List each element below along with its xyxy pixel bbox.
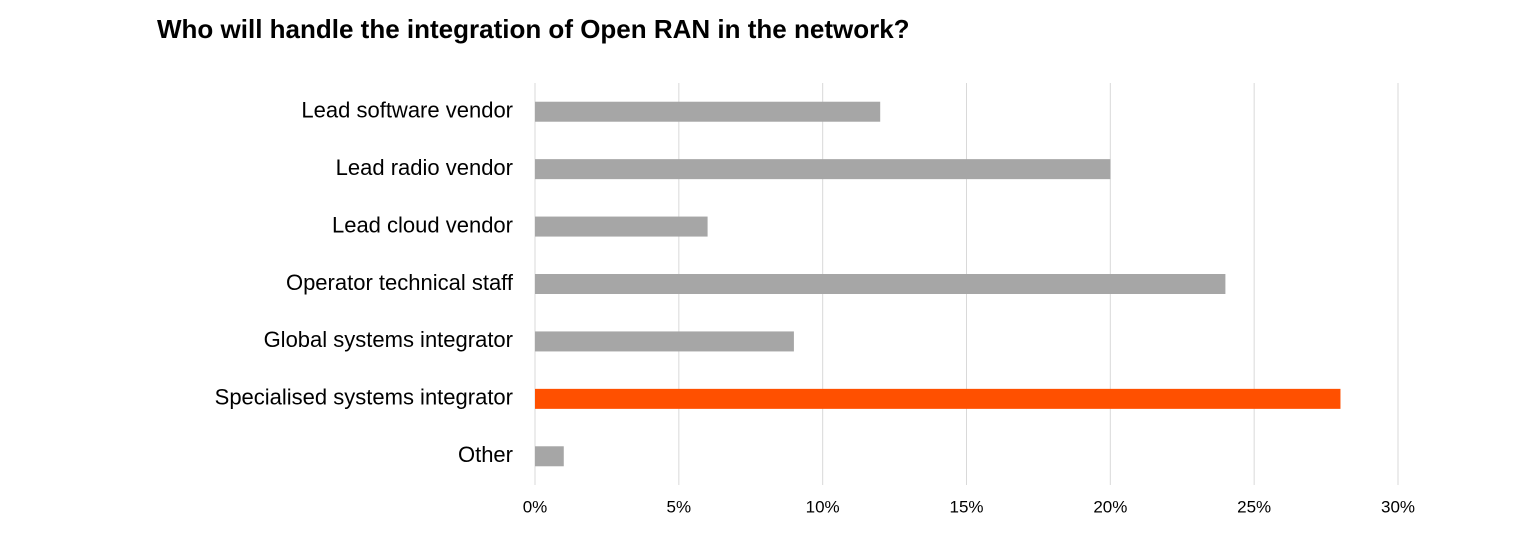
x-tick-label: 20%	[1093, 497, 1127, 516]
bar	[535, 446, 564, 467]
bar	[535, 274, 1226, 294]
category-label: Other	[458, 442, 513, 467]
chart-title: Who will handle the integration of Open …	[157, 14, 910, 44]
category-label: Lead cloud vendor	[332, 212, 513, 237]
category-label: Specialised systems integrator	[215, 385, 513, 410]
x-tick-label: 25%	[1237, 497, 1271, 516]
bar	[535, 331, 794, 352]
category-label: Lead radio vendor	[336, 155, 513, 180]
bar	[535, 159, 1111, 180]
bar	[535, 216, 708, 237]
x-tick-label: 10%	[806, 497, 840, 516]
x-tick-label: 15%	[949, 497, 983, 516]
x-tick-label: 0%	[523, 497, 548, 516]
category-label: Global systems integrator	[264, 327, 513, 352]
x-tick-label: 5%	[667, 497, 692, 516]
category-label: Operator technical staff	[286, 270, 514, 295]
x-tick-label: 30%	[1381, 497, 1415, 516]
category-label: Lead software vendor	[301, 98, 513, 123]
bar	[535, 101, 881, 122]
bar	[535, 388, 1341, 409]
